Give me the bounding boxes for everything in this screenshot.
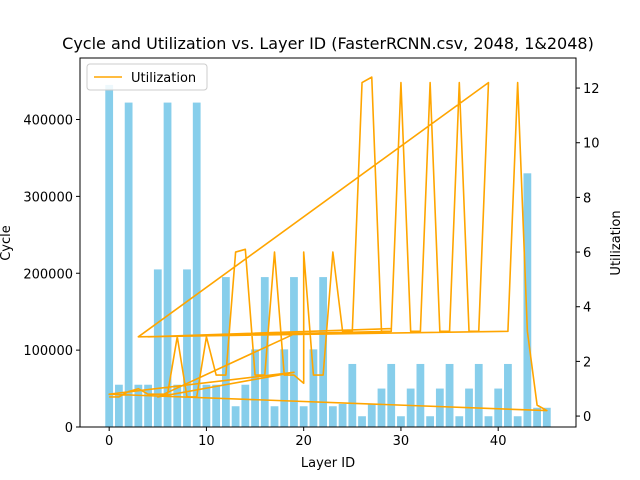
cycle-bar — [358, 416, 366, 427]
y-axis-left-label: Cycle — [0, 225, 14, 261]
cycle-bar — [202, 384, 211, 427]
cycle-bar — [183, 269, 191, 427]
cycle-bar — [280, 349, 289, 427]
y-right-tick-label: 12 — [583, 82, 600, 97]
legend-label: Utilization — [131, 71, 196, 86]
y-left-tick-label: 300000 — [23, 190, 73, 205]
cycle-bar — [153, 269, 162, 427]
cycle-bar — [377, 388, 386, 427]
cycle-bar — [290, 277, 298, 427]
plot-frame — [79, 57, 577, 428]
y-right-tick-label: 4 — [583, 301, 591, 316]
cycle-bar — [328, 406, 337, 427]
x-tick-label: 10 — [198, 434, 215, 449]
cycle-bar — [435, 388, 444, 427]
x-axis-label: Layer ID — [301, 456, 355, 471]
y-left-tick-label: 200000 — [23, 267, 73, 282]
cycle-bar — [348, 363, 357, 427]
y-left-tick-label: 400000 — [23, 114, 73, 129]
cycle-bar — [134, 384, 143, 427]
cycle-bar — [231, 406, 240, 427]
cycle-bar — [144, 384, 152, 427]
cycle-bar — [309, 349, 318, 427]
cycle-bar — [173, 384, 182, 427]
cycle-bar — [241, 384, 250, 427]
y-left-tick-label: 100000 — [23, 344, 73, 359]
x-tick-label: 20 — [295, 434, 312, 449]
cycle-bar — [251, 349, 259, 427]
cycle-bar — [484, 416, 493, 427]
cycle-bar — [105, 84, 114, 427]
cycle-bar — [387, 363, 396, 427]
y-left-tick-label: 0 — [65, 421, 73, 436]
cycle-bar — [124, 102, 133, 427]
cycle-bar — [504, 363, 512, 427]
cycle-bars — [105, 84, 551, 427]
cycle-bar — [513, 416, 522, 427]
legend-box — [86, 63, 208, 91]
cycle-bar — [542, 407, 551, 427]
x-axis: 0 10 20 30 40 — [105, 427, 506, 449]
y-axis-right-label: Utilization — [609, 210, 624, 275]
cycle-bar — [319, 277, 328, 427]
cycle-bar — [192, 102, 201, 427]
cycle-bar — [474, 363, 483, 427]
cycle-bar — [455, 416, 464, 427]
utilization-line-layer — [108, 76, 548, 412]
chart-title: Cycle and Utilization vs. Layer ID (Fast… — [62, 34, 594, 53]
x-tick-label: 30 — [393, 434, 410, 449]
y-axis-right: 0 2 4 6 8 10 12 — [576, 82, 600, 425]
cycle-bar — [523, 173, 532, 427]
y-right-tick-label: 6 — [583, 246, 591, 261]
cycle-bar — [445, 363, 454, 427]
cycle-bar — [397, 416, 405, 427]
cycle-bar — [270, 406, 279, 427]
cycle-bar — [212, 384, 221, 427]
legend: Utilization — [86, 63, 208, 91]
y-right-tick-label: 0 — [583, 410, 591, 425]
cycle-bar — [163, 102, 172, 427]
cycle-bar — [416, 363, 425, 427]
y-right-tick-label: 10 — [583, 137, 600, 152]
cycle-bar — [406, 388, 415, 427]
x-tick-label: 0 — [105, 434, 113, 449]
cycle-bar — [260, 277, 269, 427]
y-right-tick-label: 8 — [583, 191, 591, 206]
x-tick-label: 40 — [490, 434, 507, 449]
cycle-bar — [115, 384, 123, 427]
cycle-bar — [221, 277, 230, 427]
cycle-bar — [533, 407, 541, 427]
cycle-bar — [426, 416, 435, 427]
cycle-bar — [338, 403, 347, 427]
cycle-bar — [299, 406, 308, 427]
cycle-bar — [367, 403, 376, 427]
y-right-tick-label: 2 — [583, 355, 591, 370]
utilization-line — [108, 76, 548, 412]
y-axis-left: 0 100000 200000 300000 400000 — [23, 114, 80, 436]
cycle-bar — [494, 388, 503, 427]
